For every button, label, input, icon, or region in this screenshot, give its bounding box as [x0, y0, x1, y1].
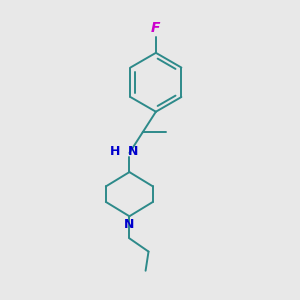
Text: N: N [128, 145, 138, 158]
Text: H: H [110, 145, 121, 158]
Text: F: F [151, 21, 160, 35]
Text: N: N [124, 218, 135, 231]
